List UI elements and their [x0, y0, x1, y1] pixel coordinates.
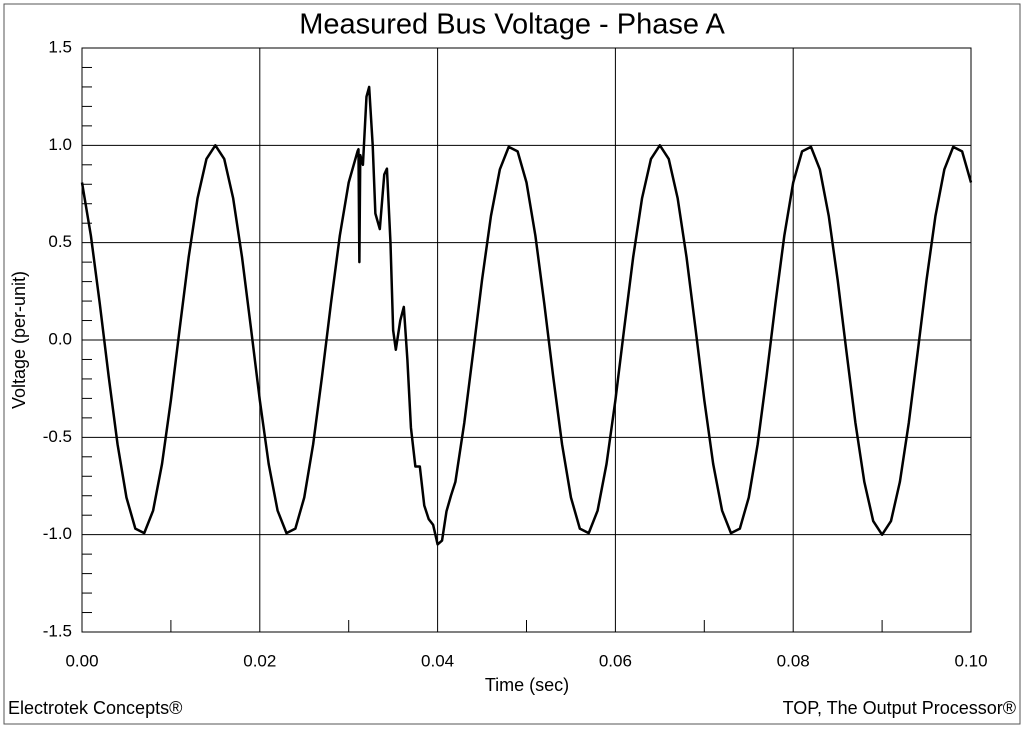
footer-right: TOP, The Output Processor® — [783, 698, 1016, 718]
y-axis-label: Voltage (per-unit) — [9, 271, 29, 409]
x-tick-label: 0.00 — [65, 651, 98, 670]
x-tick-label: 0.06 — [599, 651, 632, 670]
x-tick-label: 0.04 — [421, 651, 454, 670]
y-tick-label: -1.0 — [43, 524, 72, 543]
plot-border — [81, 47, 972, 633]
y-tick-label: -1.5 — [43, 621, 72, 640]
frame — [3, 3, 1021, 725]
y-tick-label: -0.5 — [43, 427, 72, 446]
x-tick-label: 0.02 — [243, 651, 276, 670]
x-tick-label: 0.08 — [777, 651, 810, 670]
x-axis-label: Time (sec) — [485, 675, 569, 695]
y-tick-label: 0.0 — [48, 329, 72, 348]
y-tick-label: 1.0 — [48, 135, 72, 154]
y-tick-label: 0.5 — [48, 232, 72, 251]
x-tick-label: 0.10 — [954, 651, 987, 670]
footer-left: Electrotek Concepts® — [8, 698, 182, 718]
voltage-line — [80, 85, 973, 546]
chart-title: Measured Bus Voltage - Phase A — [299, 9, 725, 41]
y-tick-label: 1.5 — [48, 37, 72, 56]
